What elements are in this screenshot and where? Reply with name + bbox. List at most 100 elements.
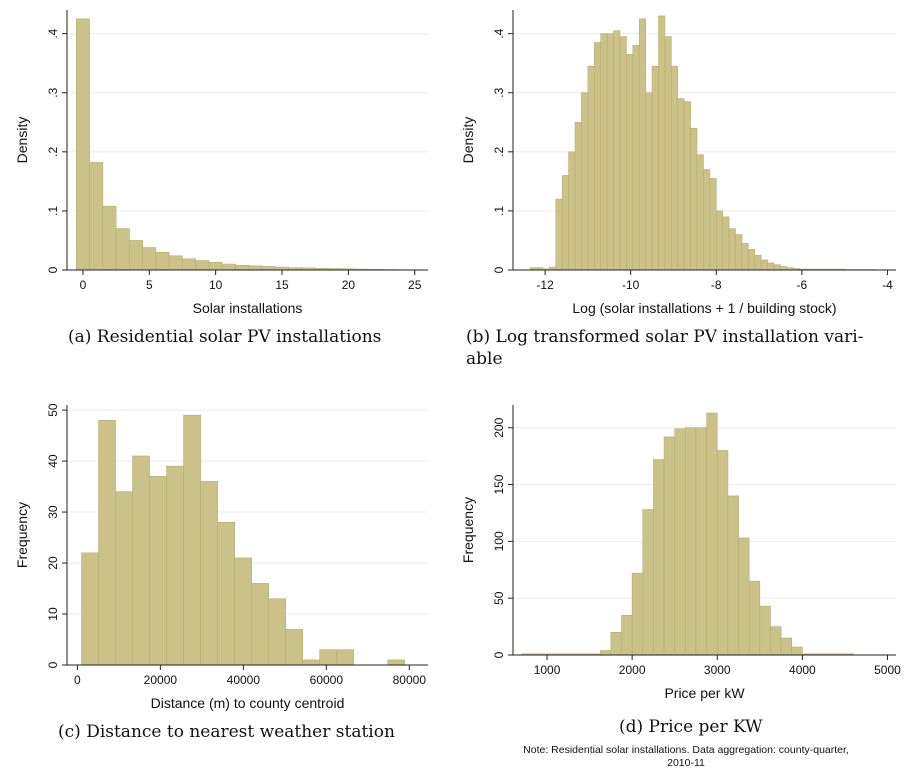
histogram-bar bbox=[619, 36, 627, 271]
histogram-bar bbox=[568, 151, 576, 271]
histogram-bar bbox=[98, 419, 116, 666]
histogram-bar bbox=[555, 198, 563, 271]
histogram-bar bbox=[709, 178, 717, 271]
x-tick-label: 4000 bbox=[789, 663, 816, 677]
histogram-bar bbox=[653, 459, 665, 656]
histogram-bar bbox=[767, 262, 775, 271]
y-tick-label: 0 bbox=[46, 661, 60, 668]
histogram-bar bbox=[102, 205, 117, 271]
histogram-bar bbox=[168, 255, 183, 271]
y-tick-label: 50 bbox=[46, 403, 60, 417]
histogram-d: 1000 2000 3000 4000 5000 0 50 100 150 200 Frequen… bbox=[460, 405, 901, 701]
histogram-bar bbox=[75, 18, 90, 271]
y-tick-label: 200 bbox=[492, 417, 506, 437]
y-tick-label: .4 bbox=[492, 28, 506, 38]
y-tick-label: .1 bbox=[46, 206, 60, 216]
histogram-bar bbox=[132, 455, 150, 666]
histogram-bar bbox=[581, 92, 589, 271]
figure-note-line-1: Note: Residential solar installations. D… bbox=[523, 744, 849, 756]
y-tick-label: 150 bbox=[492, 474, 506, 494]
histogram-bar bbox=[722, 216, 730, 271]
y-tick-label: .3 bbox=[46, 87, 60, 97]
histogram-bar bbox=[302, 659, 320, 666]
histogram-bar bbox=[574, 121, 582, 271]
x-tick-label: 5 bbox=[146, 278, 153, 292]
figure-note: Note: Residential solar installations. D… bbox=[466, 744, 906, 770]
histogram-bar bbox=[715, 210, 723, 271]
histogram-bar bbox=[149, 476, 167, 666]
histogram-bar bbox=[632, 45, 640, 271]
y-tick-label: .2 bbox=[492, 146, 506, 156]
axes bbox=[62, 10, 428, 275]
histogram-a: 0 5 10 15 20 25 0 .1 .2 .3 .4 Density Solar instal… bbox=[14, 10, 428, 316]
histogram-bar bbox=[166, 465, 184, 666]
y-tick-label: 0 bbox=[46, 266, 60, 273]
bars bbox=[81, 414, 406, 666]
x-tick-label: 15 bbox=[275, 278, 289, 292]
x-tick-label: 5000 bbox=[874, 663, 901, 677]
chart-area: -12 -10 -8 -6 -4 0 .1 .2 .3 .4 bbox=[492, 10, 896, 292]
histogram-bar bbox=[780, 266, 788, 271]
histogram-bar bbox=[770, 626, 782, 656]
y-tick-label: 10 bbox=[46, 607, 60, 621]
histogram-bar bbox=[671, 65, 679, 271]
histogram-bar bbox=[248, 265, 263, 271]
histogram-bar bbox=[642, 509, 654, 656]
y-tick-label: 100 bbox=[492, 531, 506, 551]
y-tick-label: 30 bbox=[46, 505, 60, 519]
histogram-bar bbox=[195, 260, 210, 271]
histogram-bar bbox=[706, 412, 718, 656]
histogram-bar bbox=[613, 30, 621, 271]
histogram-bar bbox=[651, 65, 659, 271]
caption-b: (b) Log transformed solar PV installatio… bbox=[466, 326, 906, 370]
histogram-bar bbox=[621, 614, 633, 656]
chart-area: 1000 2000 3000 4000 5000 0 50 100 150 200 bbox=[492, 405, 901, 677]
x-tick-label: 0 bbox=[74, 673, 81, 687]
y-tick-label: 0 bbox=[492, 266, 506, 273]
y-tick-label: 0 bbox=[492, 651, 506, 658]
histogram-bar bbox=[738, 537, 750, 656]
histogram-bar bbox=[234, 557, 252, 666]
histogram-bar bbox=[89, 162, 104, 271]
histogram-bar bbox=[561, 175, 569, 271]
y-axis-label: Frequency bbox=[14, 502, 30, 568]
y-tick-label: .2 bbox=[46, 146, 60, 156]
caption-b-line-2: able bbox=[466, 349, 503, 369]
x-tick-label: -12 bbox=[536, 278, 554, 292]
tick-labels: 1000 2000 3000 4000 5000 0 50 100 150 200 bbox=[492, 417, 901, 677]
histogram-bar bbox=[735, 234, 743, 271]
x-tick-label: 10 bbox=[209, 278, 223, 292]
x-tick-label: 25 bbox=[408, 278, 422, 292]
caption-c: (c) Distance to nearest weather station bbox=[58, 722, 395, 742]
histogram-bar bbox=[754, 254, 762, 271]
histogram-bar bbox=[685, 427, 697, 656]
x-tick-label: 3000 bbox=[704, 663, 731, 677]
histogram-bar bbox=[387, 659, 406, 666]
y-tick-label: 50 bbox=[492, 591, 506, 605]
caption-b-line-1: (b) Log transformed solar PV installatio… bbox=[466, 327, 864, 347]
histogram-bar bbox=[748, 249, 756, 271]
axes bbox=[508, 10, 896, 275]
x-tick-label: 20 bbox=[342, 278, 356, 292]
histogram-bar bbox=[741, 243, 749, 271]
histogram-bar bbox=[677, 98, 685, 271]
x-axis-label: Distance (m) to county centroid bbox=[151, 695, 345, 711]
x-tick-label: 1000 bbox=[534, 663, 561, 677]
histogram-bar bbox=[645, 92, 653, 271]
histogram-bar bbox=[631, 572, 644, 656]
caption-a: (a) Residential solar PV installations bbox=[68, 327, 382, 347]
histogram-bar bbox=[200, 481, 218, 666]
histogram-c: 0 20000 40000 60000 80000 0 10 20 30 40 50 Frequen… bbox=[14, 403, 428, 711]
histogram-bar bbox=[663, 436, 676, 656]
histogram-bar bbox=[695, 427, 707, 656]
histogram-bar bbox=[115, 228, 130, 271]
histogram-bar bbox=[268, 598, 286, 666]
histogram-bar bbox=[182, 258, 197, 271]
histogram-bar bbox=[319, 649, 338, 666]
bars bbox=[521, 412, 854, 656]
histogram-bar bbox=[155, 251, 170, 271]
histogram-bar bbox=[251, 583, 269, 666]
x-tick-label: -8 bbox=[711, 278, 722, 292]
histogram-bar bbox=[780, 637, 793, 656]
histogram-bar bbox=[664, 36, 672, 271]
